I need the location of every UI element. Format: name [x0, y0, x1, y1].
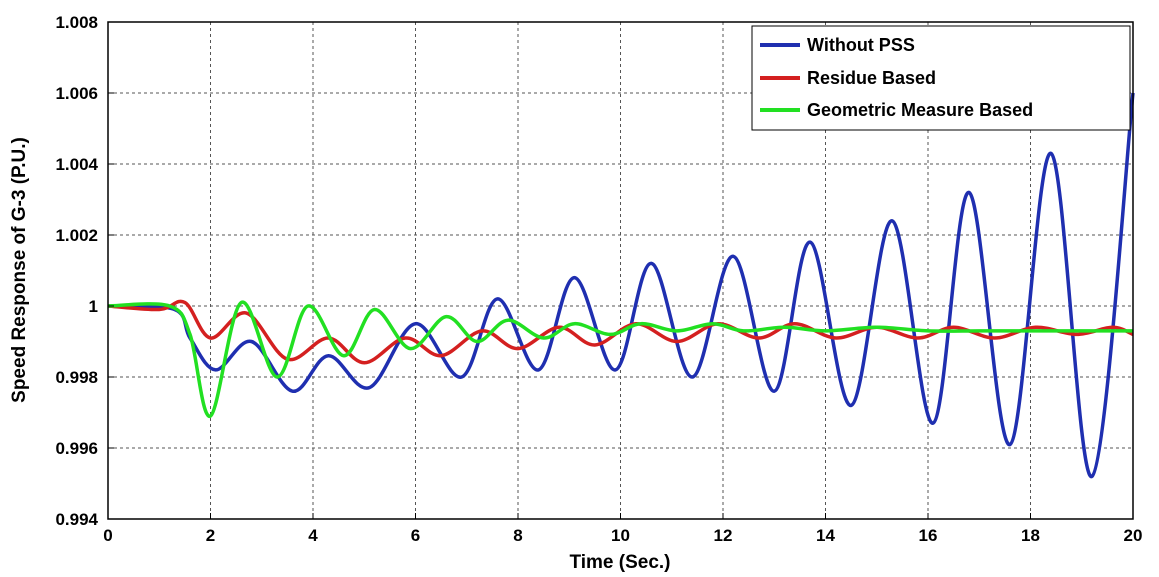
x-tick-label: 10 — [611, 526, 630, 545]
x-tick-label: 20 — [1124, 526, 1143, 545]
x-tick-label: 14 — [816, 526, 835, 545]
x-tick-label: 8 — [513, 526, 522, 545]
y-tick-label: 0.996 — [55, 439, 98, 458]
legend: Without PSS Residue Based Geometric Meas… — [751, 25, 1131, 131]
series-line-geometric-measure-based — [107, 300, 1133, 418]
y-tick-label: 1 — [89, 297, 98, 316]
x-tick-label: 4 — [308, 526, 318, 545]
series-line-without-pss — [107, 92, 1135, 479]
x-tick-label: 18 — [1021, 526, 1040, 545]
y-tick-label: 1.008 — [55, 13, 98, 32]
y-tick-label: 0.994 — [55, 510, 98, 529]
y-tick-label: 1.002 — [55, 226, 98, 245]
x-tick-label: 16 — [919, 526, 938, 545]
legend-label-geometric-measure-based: Geometric Measure Based — [807, 100, 1033, 120]
legend-box — [751, 25, 1131, 131]
x-axis-label: Time (Sec.) — [569, 552, 670, 573]
y-tick-label: 0.998 — [55, 368, 98, 387]
legend-label-residue-based: Residue Based — [807, 68, 936, 88]
y-axis-ticks: 0.994 0.996 0.998 1 1.002 1.004 1.006 1.008 — [55, 13, 114, 529]
x-tick-label: 2 — [206, 526, 215, 545]
x-tick-label: 6 — [411, 526, 420, 545]
y-tick-label: 1.006 — [55, 84, 98, 103]
x-tick-label: 12 — [714, 526, 733, 545]
y-axis-label: Speed Response of G-3 (P.U.) — [9, 137, 30, 403]
x-axis-ticks: 0 2 4 6 8 10 12 14 16 18 20 — [103, 513, 1142, 545]
legend-label-without-pss: Without PSS — [807, 35, 915, 55]
x-tick-label: 0 — [103, 526, 112, 545]
y-tick-label: 1.004 — [55, 155, 98, 174]
series-lines — [107, 92, 1135, 479]
